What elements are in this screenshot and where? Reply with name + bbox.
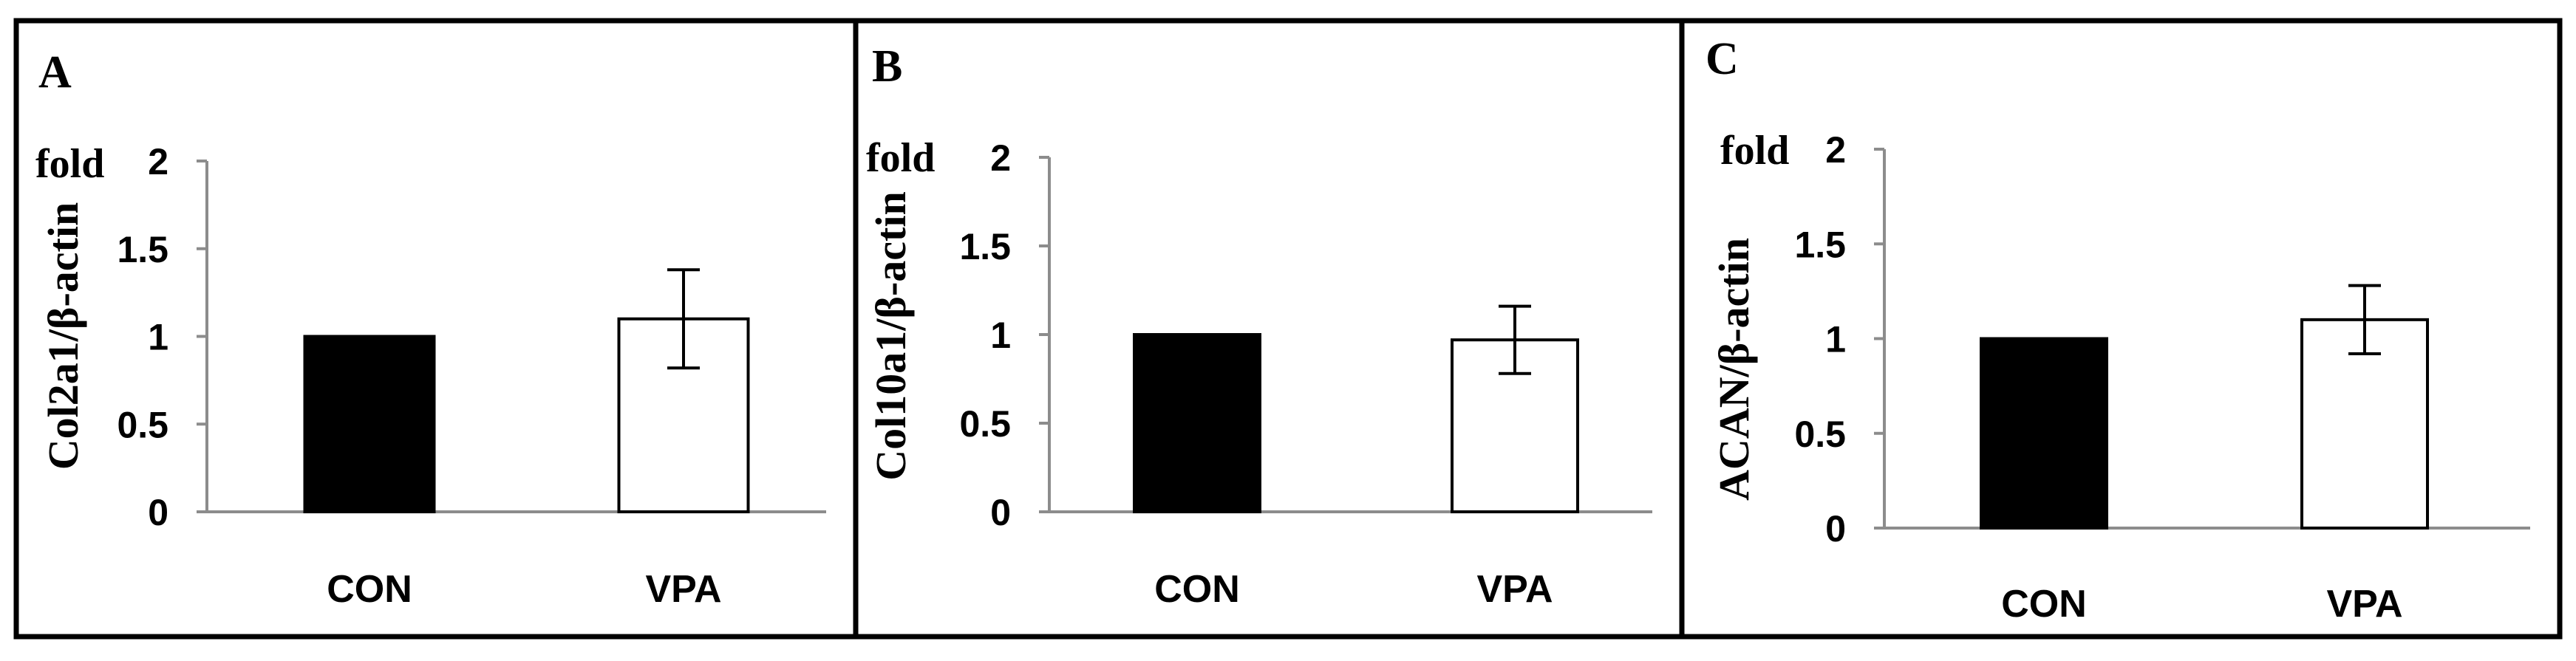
y-tick-label: 1	[148, 317, 168, 358]
panel-frame	[853, 18, 1685, 640]
category-label-vpa: VPA	[2326, 583, 2402, 626]
y-tick-label: 1.5	[959, 226, 1011, 267]
bar-con	[1133, 333, 1261, 513]
panel-frame	[1679, 18, 2563, 640]
category-label-vpa: VPA	[1476, 568, 1553, 611]
category-label-con: CON	[1154, 568, 1240, 611]
unit-label: fold	[866, 135, 935, 181]
y-tick-label: 0	[1825, 508, 1846, 549]
error-bar-vpa	[1499, 304, 1531, 375]
error-bar-vpa	[2348, 284, 2381, 356]
bar-con	[303, 335, 436, 513]
y-tick-label: 0	[148, 492, 168, 533]
y-tick-label: 1	[1825, 319, 1846, 360]
y-tick-label: 1	[990, 315, 1011, 356]
y-tick-label: 2	[1825, 129, 1846, 171]
unit-label: fold	[35, 141, 104, 187]
y-tick-label: 2	[148, 141, 168, 182]
y-axis-label: ACAN/β-actin	[1710, 238, 1758, 501]
panel-label: B	[872, 41, 902, 92]
category-label-vpa: VPA	[645, 568, 721, 611]
error-bar-vpa	[667, 268, 700, 370]
bar-con	[1980, 337, 2108, 530]
y-tick-label: 1.5	[117, 229, 168, 270]
y-axis-label: Col10a1/β-actin	[867, 191, 915, 480]
y-tick-label: 1.5	[1794, 224, 1846, 265]
unit-label: fold	[1720, 128, 1789, 174]
y-tick-label: 0.5	[117, 404, 168, 445]
y-tick-label: 2	[990, 137, 1011, 179]
y-tick-label: 0	[990, 492, 1011, 533]
y-axis-label: Col2a1/β-actin	[39, 202, 87, 470]
category-label-con: CON	[2001, 583, 2087, 626]
y-tick-label: 0.5	[959, 403, 1011, 445]
panel-label: C	[1706, 34, 1739, 84]
panel-label: A	[38, 47, 72, 97]
y-tick-label: 0.5	[1794, 414, 1846, 455]
category-label-con: CON	[327, 568, 412, 611]
